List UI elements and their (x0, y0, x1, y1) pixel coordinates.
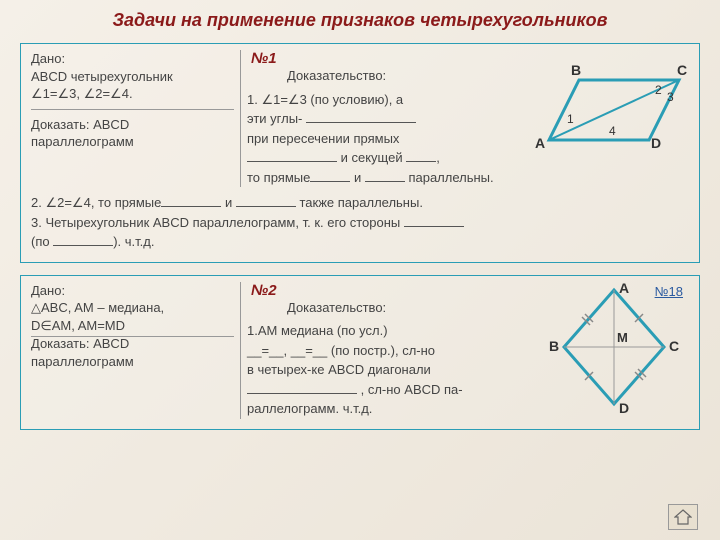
angle-3: 3 (667, 90, 674, 104)
home-icon (674, 509, 692, 525)
given-column-1: Дано: ABCD четырехугольник ∠1=∠3, ∠2=∠4.… (31, 50, 241, 187)
prove-label-2: Доказать: ABCD параллелограмм (31, 335, 234, 370)
angle-4: 4 (609, 124, 616, 138)
given-line-2-2: D∈AM, AM=MD (31, 317, 234, 338)
link-18[interactable]: №18 (655, 284, 683, 299)
rhombus-svg (549, 282, 679, 412)
proof-continuation-1: 2. ∠2=∠4, то прямые и также параллельны.… (31, 193, 689, 252)
parallelogram-svg (529, 50, 689, 160)
proof-column-1: Доказательство: 1. ∠1=∠3 (по условию), а… (247, 50, 523, 187)
prove-label: Доказать: ABCD параллелограмм (31, 116, 234, 151)
page-title: Задачи на применение признаков четырехуг… (20, 10, 700, 31)
problem-2-number: №2 (251, 282, 277, 299)
given-label-2: Дано: (31, 282, 234, 300)
label2-a: A (619, 280, 629, 296)
given-line-2-1: △ABC, AM – медиана, (31, 299, 234, 317)
problem-1-number: №1 (251, 50, 277, 67)
angle-2: 2 (655, 83, 662, 97)
label2-d: D (619, 400, 629, 416)
given-line-2: ∠1=∠3, ∠2=∠4. (31, 85, 234, 103)
proof-column-2: Доказательство: 1.AM медиана (по усл.) _… (247, 282, 543, 419)
label-a: A (535, 135, 545, 151)
problem-1: №1 Дано: ABCD четырехугольник ∠1=∠3, ∠2=… (20, 43, 700, 263)
proof-step-2-2: __=__, __=__ (по постр.), сл-но в четыре… (247, 341, 543, 419)
given-line-1: ABCD четырехугольник (31, 68, 234, 86)
proof-title-2: Доказательство: (247, 298, 543, 318)
given-column-2: Дано: △ABC, AM – медиана, D∈AM, AM=MD До… (31, 282, 241, 419)
label2-m: M (617, 330, 628, 345)
angle-1: 1 (567, 112, 574, 126)
proof-title-1: Доказательство: (247, 66, 523, 86)
given-label: Дано: (31, 50, 234, 68)
home-button[interactable] (668, 504, 698, 530)
label2-c: C (669, 338, 679, 354)
label-b: B (571, 62, 581, 78)
diagram-1: A B C D 1 2 3 4 (529, 50, 689, 187)
label-d: D (651, 135, 661, 151)
problem-2: №2 Дано: △ABC, AM – медиана, D∈AM, AM=MD… (20, 275, 700, 430)
label2-b: B (549, 338, 559, 354)
proof-step-2-1: 1.AM медиана (по усл.) (247, 321, 543, 341)
label-c: C (677, 62, 687, 78)
proof-step-1: 1. ∠1=∠3 (по условию), а эти углы- при п… (247, 90, 523, 188)
diagram-2: №18 A B C D M (549, 282, 689, 419)
